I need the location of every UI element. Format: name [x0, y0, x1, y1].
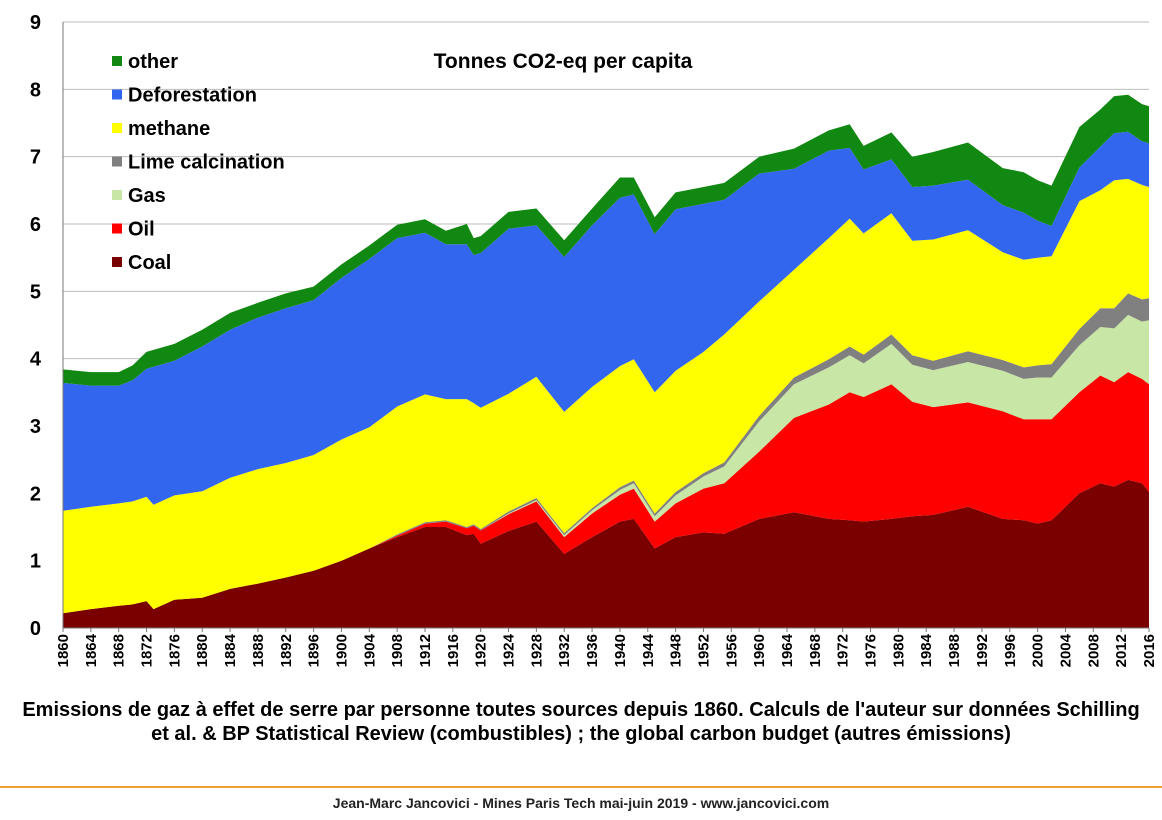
legend-swatch [112, 156, 122, 167]
legend-item: Lime calcination [112, 152, 285, 174]
x-tick-label: 1988 [946, 634, 963, 667]
legend-swatch [112, 190, 122, 200]
x-tick-label: 1972 [835, 634, 852, 667]
chart-title: Tonnes CO2-eq per capita [434, 50, 693, 73]
area-coal [63, 479, 1149, 628]
legend-item: other [112, 51, 178, 73]
legend-label: Oil [128, 219, 155, 241]
legend-item: Oil [112, 219, 155, 241]
areas [63, 94, 1149, 628]
x-tick-label: 1912 [417, 634, 434, 667]
y-tick-label: 6 [30, 214, 41, 236]
x-tick-label: 1868 [111, 634, 128, 667]
legend: other Deforestation methane Lime calcinatio… [112, 51, 285, 274]
legend-item: Gas [112, 185, 166, 207]
area-deforestation [63, 131, 1149, 511]
y-tick-label: 0 [30, 618, 41, 640]
x-tick-label: 2004 [1057, 633, 1074, 667]
x-tick-label: 2000 [1030, 634, 1047, 667]
x-tick-label: 1964 [779, 633, 796, 667]
chart-container: 0 1 2 3 4 5 6 7 8 9 1860 1864 1868 1872 1876 1880 1884 18… [29, 12, 1158, 668]
x-tick-label: 2016 [1141, 634, 1158, 667]
x-tick-label: 1920 [473, 634, 490, 667]
footer-divider [0, 786, 1162, 788]
legend-swatch [112, 89, 122, 100]
y-tick-label: 1 [30, 551, 41, 573]
legend-label: Coal [128, 252, 171, 274]
legend-label: Deforestation [128, 85, 257, 107]
x-tick-label: 1960 [751, 634, 768, 667]
y-tick-label: 8 [30, 79, 41, 101]
legend-item: Coal [112, 252, 171, 274]
x-tick-label: 1924 [501, 633, 518, 667]
x-tick-label: 1944 [640, 633, 657, 667]
x-tick-label: 1968 [807, 634, 824, 667]
figure-caption: Emissions de gaz à effet de serre par pe… [22, 699, 1140, 745]
x-tick-label: 1916 [445, 634, 462, 667]
legend-swatch [112, 257, 122, 267]
x-tick-label: 1888 [250, 634, 267, 667]
x-tick-label: 1976 [863, 634, 880, 667]
legend-label: Gas [128, 185, 166, 207]
y-tick-label: 9 [30, 12, 41, 34]
area-oil [63, 372, 1149, 614]
x-tick-label: 1892 [278, 634, 295, 667]
x-tick-label: 1932 [556, 634, 573, 667]
x-tick-label: 1880 [194, 634, 211, 667]
x-tick-label: 1904 [361, 633, 378, 667]
legend-label: Lime calcination [128, 152, 285, 174]
y-tick-label: 4 [30, 349, 42, 371]
x-tick-label: 1872 [139, 634, 156, 667]
x-tick-label: 1940 [612, 634, 629, 667]
legend-item: methane [112, 118, 210, 140]
x-tick-label: 1948 [668, 634, 685, 667]
x-tick-label: 1956 [723, 634, 740, 667]
axes: 0 1 2 3 4 5 6 7 8 9 1860 1864 1868 1872 1876 1880 1884 18… [30, 12, 1158, 667]
x-tick-label: 1900 [333, 634, 350, 667]
legend-swatch [112, 56, 122, 66]
x-tick-label: 1984 [918, 633, 935, 667]
y-tick-label: 3 [30, 416, 41, 438]
legend-swatch [112, 223, 122, 234]
legend-item: Deforestation [112, 85, 257, 107]
x-tick-label: 1992 [974, 634, 991, 667]
x-tick-label: 1876 [166, 634, 183, 667]
y-tick-label: 2 [30, 483, 41, 505]
x-tick-label: 1980 [890, 634, 907, 667]
x-tick-label: 1860 [55, 634, 72, 667]
x-tick-label: 2008 [1085, 634, 1102, 667]
area-methane [63, 178, 1149, 614]
x-tick-label: 1928 [528, 634, 545, 667]
x-tick-label: 1908 [389, 634, 406, 667]
area-other [63, 94, 1149, 386]
area-gas [63, 314, 1149, 614]
x-tick-label: 1896 [306, 634, 323, 667]
legend-label: methane [128, 118, 210, 140]
x-tick-label: 2012 [1113, 634, 1130, 667]
x-tick-label: 1952 [695, 634, 712, 667]
y-tick-label: 5 [30, 281, 41, 303]
stacked-area-chart: 0 1 2 3 4 5 6 7 8 9 1860 1864 1868 1872 1876 1880 1884 18… [29, 12, 1158, 668]
x-tick-label: 1884 [222, 633, 239, 667]
legend-label: other [128, 51, 178, 73]
footer-credit: Jean-Marc Jancovici - Mines Paris Tech m… [332, 795, 830, 811]
legend-swatch [112, 123, 122, 133]
x-tick-label: 1996 [1002, 634, 1019, 667]
x-tick-label: 1936 [584, 634, 601, 667]
y-tick-label: 7 [30, 147, 41, 169]
x-tick-label: 1864 [83, 633, 100, 667]
